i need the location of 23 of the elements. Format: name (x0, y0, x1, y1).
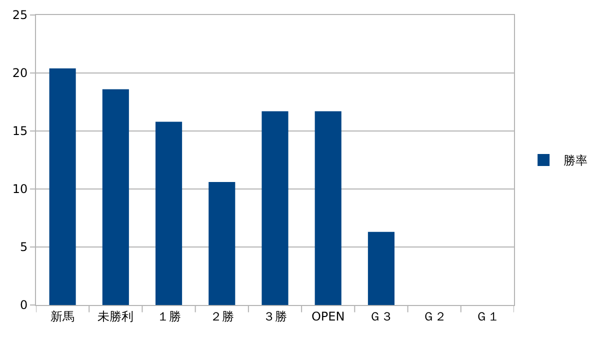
x-tick-label: ２勝 (210, 309, 234, 324)
x-tick-label: 新馬 (50, 309, 75, 324)
bar (102, 89, 129, 305)
x-tick-label: １勝 (156, 309, 181, 324)
y-tick-label: 5 (20, 240, 28, 254)
x-tick-label: OPEN (311, 309, 345, 324)
y-tick-label: 10 (12, 182, 28, 196)
x-tick-label: 未勝利 (98, 309, 134, 324)
bar (368, 232, 394, 305)
bar (49, 68, 76, 305)
y-tick-label: 15 (12, 124, 28, 138)
x-tick-label: Ｇ２ (422, 309, 446, 324)
bar (208, 182, 236, 305)
y-tick-label: 0 (20, 298, 28, 312)
bar (262, 111, 288, 305)
legend-label: 勝率 (564, 154, 588, 168)
bar (314, 111, 342, 305)
x-tick-label: ３勝 (263, 309, 287, 324)
x-tick-label: Ｇ１ (475, 309, 500, 324)
x-tick-label: Ｇ３ (369, 309, 394, 324)
y-tick-label: 25 (12, 8, 28, 22)
bar (156, 122, 182, 305)
y-tick-label: 20 (12, 66, 28, 80)
